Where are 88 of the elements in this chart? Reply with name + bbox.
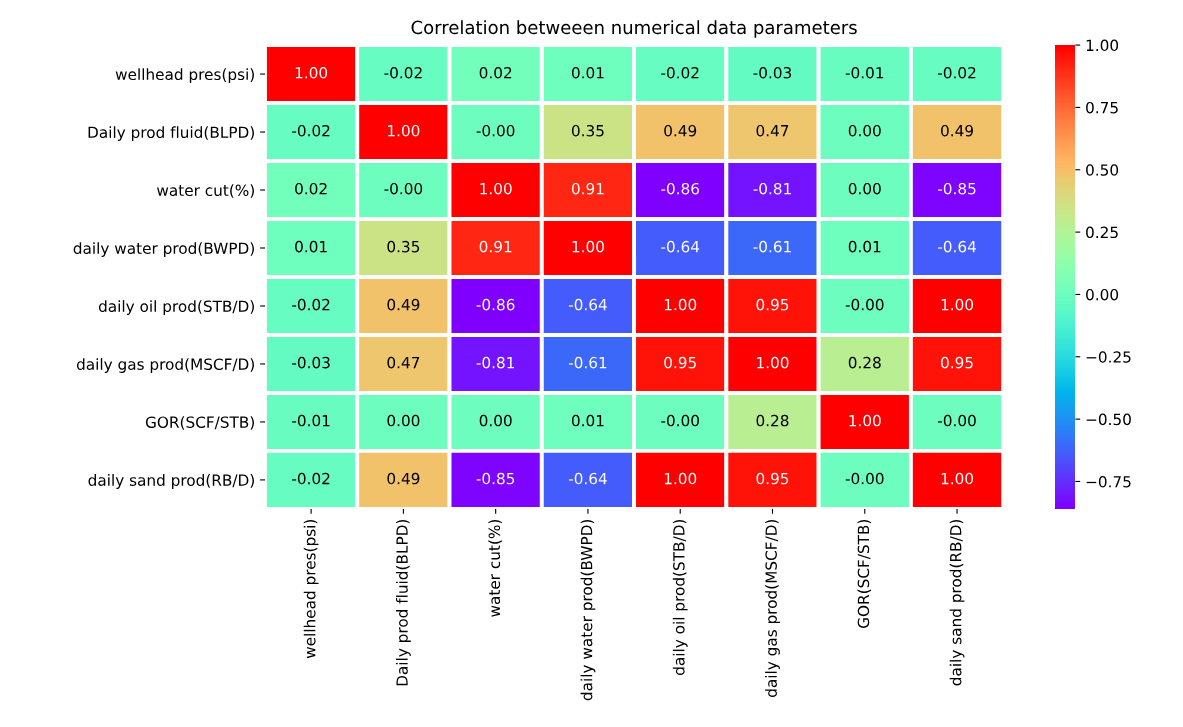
- data-label: -0.61: [753, 240, 791, 253]
- y-tick-label: wellhead pres(psi): [115, 68, 254, 84]
- color-bar-label: −0.75: [1086, 475, 1131, 488]
- y-tick-label: daily sand prod(RB/D): [88, 474, 254, 489]
- data-label: 0.47: [756, 124, 789, 137]
- data-label: 0.28: [848, 356, 881, 369]
- data-label: -0.85: [938, 182, 976, 195]
- data-label: -0.02: [661, 66, 699, 79]
- data-label: 0.01: [848, 240, 881, 253]
- data-label: 1.00: [664, 472, 697, 485]
- data-label: 1.00: [480, 182, 512, 195]
- data-label: 0.02: [295, 182, 327, 195]
- x-tick-label: daily water prod(BWPD): [580, 519, 596, 701]
- data-label: 0.00: [387, 414, 420, 427]
- data-label: 0.01: [571, 66, 604, 79]
- data-label: 1.00: [295, 66, 328, 79]
- chart-title: Correlation betweeen numerical data parameters: [411, 20, 857, 38]
- x-tick-label: water cut(%): [488, 519, 502, 617]
- data-label: -0.02: [292, 298, 330, 311]
- data-label: 0.95: [756, 472, 789, 485]
- data-label: 1.00: [849, 414, 881, 427]
- data-label: 0.02: [479, 66, 512, 79]
- data-label: 0.01: [571, 414, 604, 427]
- data-label: 0.00: [848, 182, 881, 195]
- data-label: 1.00: [757, 356, 789, 369]
- data-label: 1.00: [664, 298, 697, 311]
- color-bar-label: 0.50: [1086, 164, 1119, 176]
- data-label: 0.28: [756, 414, 789, 427]
- data-label: -0.02: [384, 66, 422, 79]
- data-label: 0.35: [571, 124, 604, 137]
- y-tick-label: daily gas prod(MSCF/D): [76, 358, 254, 373]
- data-label: -0.00: [661, 414, 699, 427]
- data-label: 0.91: [571, 182, 604, 195]
- data-label: -0.81: [476, 356, 515, 369]
- x-tick-label: daily gas prod(MSCF/D): [765, 519, 780, 697]
- y-tick-label: Daily prod fluid(BLPD): [88, 126, 254, 142]
- data-label: -0.64: [661, 240, 700, 253]
- x-tick-label: daily sand prod(RB/D): [949, 519, 965, 686]
- data-label: -0.00: [845, 298, 884, 311]
- data-label: -0.64: [568, 472, 607, 485]
- data-label: -0.86: [476, 298, 515, 311]
- color-bar-label: 0.75: [1086, 101, 1118, 114]
- data-label: 0.01: [295, 240, 327, 253]
- data-label: 0.47: [387, 356, 420, 369]
- data-label: 0.49: [387, 298, 420, 311]
- data-label: 0.95: [756, 298, 789, 311]
- data-label: 0.49: [664, 124, 697, 137]
- data-label: -0.86: [661, 182, 700, 195]
- x-tick-label: daily oil prod(STB/D): [672, 519, 688, 675]
- data-label: 0.00: [848, 124, 881, 137]
- data-label: -0.02: [292, 124, 330, 137]
- data-label: -0.81: [753, 182, 791, 195]
- x-tick-label: Daily prod fluid(BLPD): [396, 519, 411, 686]
- y-tick-label: water cut(%): [157, 184, 254, 198]
- data-label: -0.00: [938, 414, 976, 427]
- data-label: -0.64: [938, 240, 976, 253]
- data-label: 1.00: [388, 124, 420, 137]
- data-label: -0.01: [845, 66, 884, 79]
- color-bar-label: 0.00: [1086, 288, 1119, 301]
- data-label: 0.91: [479, 240, 512, 253]
- y-tick-label: GOR(SCF/STB): [145, 416, 254, 430]
- data-label: -0.01: [292, 414, 330, 427]
- data-label: 1.00: [941, 298, 974, 311]
- data-label: -0.85: [476, 472, 515, 485]
- data-label: -0.02: [938, 66, 976, 79]
- x-tick-label: GOR(SCF/STB): [857, 519, 871, 628]
- data-label: 1.00: [572, 240, 604, 253]
- data-label: 0.49: [941, 124, 973, 137]
- color-bar-label: 1.00: [1086, 39, 1119, 52]
- data-label: -0.03: [753, 66, 792, 79]
- data-label: 0.00: [479, 414, 512, 427]
- color-bar-label: −0.50: [1086, 413, 1131, 426]
- y-tick-label: daily oil prod(STB/D): [98, 300, 254, 315]
- data-label: -0.02: [292, 472, 330, 485]
- y-tick-label: daily water prod(BWPD): [73, 242, 254, 257]
- data-label: -0.00: [845, 472, 884, 485]
- data-label: 0.49: [387, 472, 420, 485]
- data-label: 0.95: [941, 356, 973, 369]
- data-label: 0.95: [664, 356, 696, 369]
- data-label: -0.64: [568, 298, 607, 311]
- data-label: -0.61: [568, 356, 607, 369]
- data-label: 0.35: [387, 240, 420, 253]
- data-label: -0.00: [476, 124, 515, 137]
- data-label: 1.00: [941, 472, 974, 485]
- data-label: -0.03: [292, 356, 330, 369]
- color-bar-label: 0.25: [1086, 226, 1118, 239]
- color-bar-label: −0.25: [1086, 351, 1131, 363]
- data-label: -0.00: [384, 182, 423, 195]
